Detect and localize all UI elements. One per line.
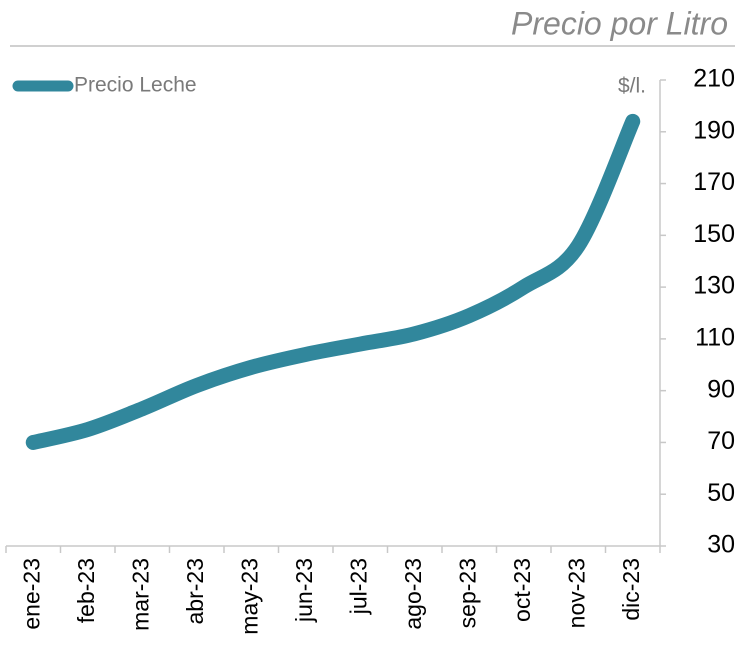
x-tick-label: jul-23 xyxy=(345,558,371,615)
y-tick-label: 70 xyxy=(707,427,735,455)
x-tick-label: ene-23 xyxy=(18,558,44,630)
y-tick-label: 30 xyxy=(707,531,735,559)
y-tick-label: 130 xyxy=(693,272,735,300)
chart-title: Precio por Litro xyxy=(511,5,728,41)
x-tick-label: jun-23 xyxy=(291,558,317,623)
x-tick-label: oct-23 xyxy=(509,558,535,622)
x-tick-label: sep-23 xyxy=(454,558,480,628)
y-tick-label: 150 xyxy=(693,220,735,248)
y-tick-label: 110 xyxy=(695,323,735,351)
x-tick-label: mar-23 xyxy=(127,558,153,631)
x-tick-label: feb-23 xyxy=(73,558,99,623)
y-tick-label: 210 xyxy=(693,65,735,93)
y-axis-label: $/l. xyxy=(618,75,646,98)
x-tick-label: may-23 xyxy=(236,558,262,635)
legend-label: Precio Leche xyxy=(74,74,197,97)
y-tick-label: 50 xyxy=(707,479,735,507)
x-tick-label: ago-23 xyxy=(400,558,426,630)
y-tick-label: 90 xyxy=(707,375,735,403)
y-tick-label: 170 xyxy=(693,168,735,196)
y-tick-label: 190 xyxy=(693,116,735,144)
x-tick-label: abr-23 xyxy=(182,558,208,624)
x-tick-label: nov-23 xyxy=(563,558,589,628)
series-line xyxy=(25,113,641,450)
x-tick-label: dic-23 xyxy=(618,558,644,621)
